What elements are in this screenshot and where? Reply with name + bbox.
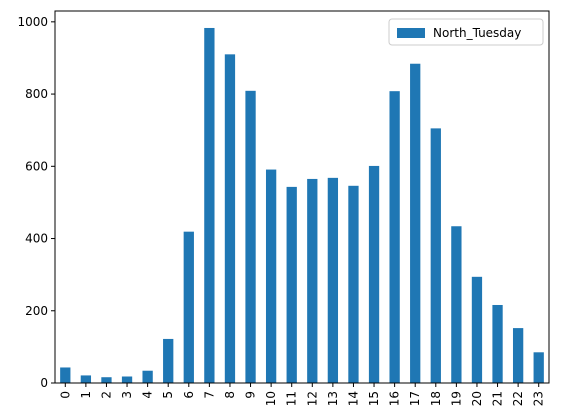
x-tick-label: 10 <box>264 391 278 406</box>
x-tick-label: 8 <box>223 391 237 399</box>
bar-16 <box>389 91 400 384</box>
bar-21 <box>492 304 503 383</box>
bar-11 <box>286 186 297 383</box>
bar-22 <box>512 328 524 383</box>
bar-14 <box>348 185 359 383</box>
x-tick-label: 4 <box>141 391 155 399</box>
x-tick-label: 6 <box>182 391 196 399</box>
bar-6 <box>183 231 194 383</box>
x-tick-label: 15 <box>367 391 381 406</box>
bar-18 <box>430 128 441 383</box>
bar-8 <box>224 54 236 384</box>
legend: North_Tuesday <box>388 18 544 46</box>
bar-0 <box>60 367 71 383</box>
x-tick-label: 12 <box>305 391 319 406</box>
y-tick-label: 800 <box>25 87 48 101</box>
x-tick-label: 1 <box>79 391 93 399</box>
y-tick-label: 600 <box>25 159 48 173</box>
bar-12 <box>307 178 318 383</box>
bar-13 <box>327 177 339 383</box>
x-tick-label: 11 <box>285 391 299 406</box>
y-tick-label: 1000 <box>17 15 48 29</box>
legend-swatch <box>397 28 425 38</box>
y-tick-label: 200 <box>25 304 48 318</box>
bar-1 <box>80 375 92 383</box>
legend-box <box>388 18 544 46</box>
x-tick-label: 16 <box>388 391 402 406</box>
plot-frame <box>54 10 550 384</box>
bar-17 <box>410 63 421 383</box>
x-tick-label: 9 <box>244 391 258 399</box>
x-tick-label: 2 <box>99 391 113 399</box>
bar-5 <box>163 338 174 383</box>
x-tick-label: 23 <box>532 391 546 406</box>
y-tick-label: 400 <box>25 232 48 246</box>
x-tick-label: 0 <box>58 391 72 399</box>
x-tick-label: 20 <box>470 391 484 406</box>
x-tick-label: 13 <box>326 391 340 406</box>
x-tick-label: 19 <box>449 391 463 406</box>
x-tick-label: 14 <box>346 391 360 406</box>
x-tick-label: 18 <box>429 391 443 406</box>
legend-label: North_Tuesday <box>433 26 521 40</box>
x-axis: 0 1 2 3 4 5 6 7 8 9 10 11 12 13 14 15 16 17 18 19 20 21 22 23 <box>58 383 546 406</box>
x-tick-label: 7 <box>202 391 216 399</box>
bars-group <box>60 27 544 384</box>
bar-3 <box>121 376 133 383</box>
y-tick-label: 0 <box>40 376 48 390</box>
bar-20 <box>471 276 483 383</box>
x-tick-label: 17 <box>408 391 422 406</box>
x-tick-label: 3 <box>120 391 134 399</box>
bar-10 <box>265 169 277 383</box>
bar-9 <box>245 90 256 383</box>
x-tick-label: 5 <box>161 391 175 399</box>
bar-4 <box>142 370 153 383</box>
y-axis: 0 200 400 600 800 1000 <box>17 15 55 390</box>
x-tick-label: 21 <box>491 391 505 406</box>
bar-23 <box>533 352 544 383</box>
bar-19 <box>451 226 462 383</box>
bar-15 <box>368 165 380 383</box>
bar-2 <box>101 377 112 383</box>
x-tick-label: 22 <box>511 391 525 406</box>
bar-7 <box>204 27 215 383</box>
